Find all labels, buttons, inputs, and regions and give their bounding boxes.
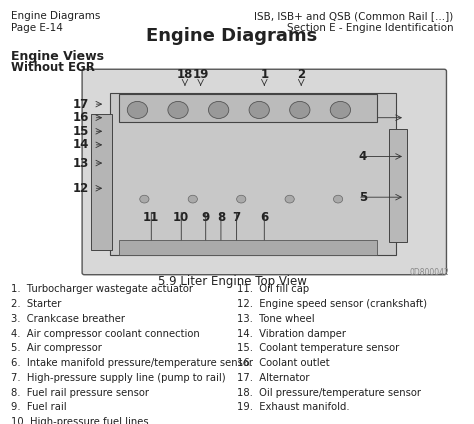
Text: 8: 8: [217, 211, 225, 224]
Circle shape: [140, 195, 149, 203]
Text: 6: 6: [260, 211, 268, 224]
Text: 13: 13: [73, 156, 89, 170]
Text: Engine Diagrams
Page E-14: Engine Diagrams Page E-14: [10, 11, 100, 33]
Text: 14.  Vibration damper: 14. Vibration damper: [237, 329, 346, 339]
Text: 3.  Crankcase breather: 3. Crankcase breather: [10, 314, 125, 324]
Text: 2: 2: [297, 68, 305, 81]
Text: 4: 4: [359, 150, 367, 163]
Text: 12: 12: [73, 182, 89, 195]
FancyBboxPatch shape: [82, 69, 447, 275]
Text: Without EGR: Without EGR: [10, 61, 94, 75]
Text: 14: 14: [73, 138, 89, 151]
Text: 5.9 Liter Engine Top View: 5.9 Liter Engine Top View: [157, 275, 306, 288]
Text: 2.  Starter: 2. Starter: [10, 299, 61, 309]
Text: 15: 15: [73, 125, 89, 138]
Text: 9: 9: [201, 211, 210, 224]
Text: 16.  Coolant outlet: 16. Coolant outlet: [237, 358, 329, 368]
Circle shape: [237, 195, 246, 203]
Text: ISB, ISB+ and QSB (Common Rail [...])
Section E - Engine Identification: ISB, ISB+ and QSB (Common Rail [...]) Se…: [254, 11, 454, 33]
Circle shape: [249, 101, 269, 118]
Bar: [119, 95, 377, 122]
Text: Engine Diagrams: Engine Diagrams: [146, 27, 318, 45]
Bar: [389, 129, 407, 242]
Circle shape: [290, 101, 310, 118]
Text: Engine Views: Engine Views: [10, 50, 104, 63]
Text: 11.  Oil fill cap: 11. Oil fill cap: [237, 285, 309, 294]
Text: 9.  Fuel rail: 9. Fuel rail: [10, 402, 66, 412]
Bar: [91, 114, 112, 250]
Text: 7: 7: [233, 211, 241, 224]
Text: 10: 10: [173, 211, 190, 224]
Text: 6.  Intake manifold pressure/temperature sensor: 6. Intake manifold pressure/temperature …: [10, 358, 253, 368]
Circle shape: [168, 101, 188, 118]
Text: 17.  Alternator: 17. Alternator: [237, 373, 309, 383]
Text: 1: 1: [260, 68, 268, 81]
Bar: [110, 92, 396, 255]
Text: 5.  Air compressor: 5. Air compressor: [10, 343, 101, 353]
Circle shape: [285, 195, 294, 203]
Circle shape: [209, 101, 229, 118]
Text: 4.  Air compressor coolant connection: 4. Air compressor coolant connection: [10, 329, 200, 339]
Text: 15.  Coolant temperature sensor: 15. Coolant temperature sensor: [237, 343, 399, 353]
Text: 3: 3: [359, 111, 367, 124]
Text: 18.  Oil pressure/temperature sensor: 18. Oil pressure/temperature sensor: [237, 388, 420, 398]
Text: 10. High-pressure fuel lines: 10. High-pressure fuel lines: [10, 417, 148, 424]
Text: 5: 5: [359, 191, 367, 204]
Text: 13.  Tone wheel: 13. Tone wheel: [237, 314, 314, 324]
Text: 17: 17: [73, 98, 89, 111]
Text: 8.  Fuel rail pressure sensor: 8. Fuel rail pressure sensor: [10, 388, 149, 398]
Bar: [119, 240, 377, 255]
Circle shape: [334, 195, 343, 203]
Text: 12.  Engine speed sensor (crankshaft): 12. Engine speed sensor (crankshaft): [237, 299, 427, 309]
Text: 11: 11: [143, 211, 159, 224]
Text: 0D800042: 0D800042: [409, 268, 449, 277]
Text: 7.  High-pressure supply line (pump to rail): 7. High-pressure supply line (pump to ra…: [10, 373, 225, 383]
Text: 19.  Exhaust manifold.: 19. Exhaust manifold.: [237, 402, 349, 412]
Circle shape: [188, 195, 197, 203]
Text: 19: 19: [192, 68, 209, 81]
Text: 1.  Turbocharger wastegate actuator: 1. Turbocharger wastegate actuator: [10, 285, 192, 294]
Text: 18: 18: [177, 68, 193, 81]
Text: 16: 16: [73, 111, 89, 124]
Circle shape: [128, 101, 147, 118]
Circle shape: [330, 101, 351, 118]
